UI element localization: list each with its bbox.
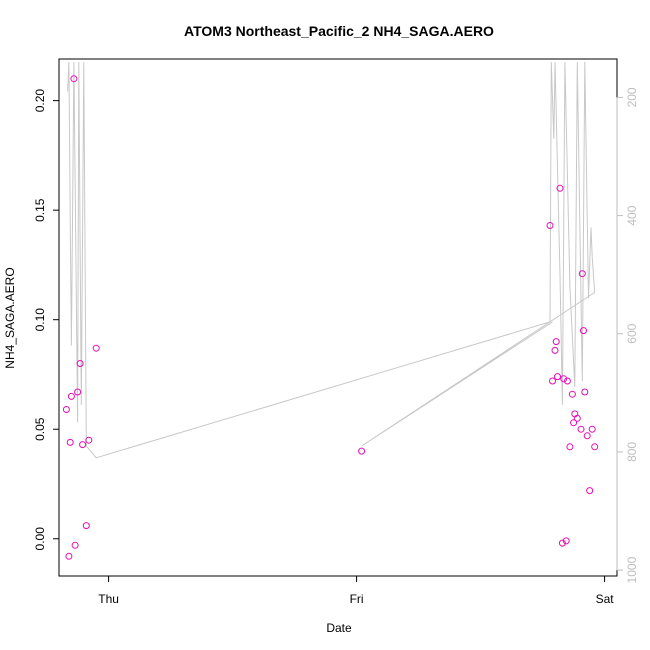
y-tick-label: 0.20 [33,89,47,113]
x-tick-label: Thu [98,592,119,606]
data-point [588,425,596,433]
data-point [556,184,564,192]
data-point [546,222,554,229]
x-axis: Thu Fri Sat [98,575,615,606]
y2-tick-label: 600 [625,323,639,343]
data-point [66,438,74,446]
y-axis: 0.00 0.05 0.10 0.15 0.20 [33,89,60,551]
data-point [71,541,79,549]
data-point [573,414,581,422]
data-point [76,360,84,367]
data-point [583,432,591,440]
data-point [70,75,78,83]
data-point [85,436,93,444]
y-tick-label: 0.10 [33,308,47,332]
y2-tick-label: 200 [625,87,639,107]
data-point [65,552,73,560]
data-point [551,346,559,354]
data-point [552,338,560,346]
y-axis-label: NH4_SAGA.AERO [3,267,17,368]
data-point [558,539,566,547]
data-points-group [62,75,599,560]
data-point [591,443,599,451]
data-point [62,406,70,413]
pressure-line-group [67,61,596,459]
y-tick-label: 0.15 [33,198,47,222]
data-point [581,388,589,396]
data-point [74,388,82,396]
x-tick-label: Sat [596,592,615,606]
data-point [358,447,366,455]
y2-tick-label: 1000 [625,556,639,583]
data-point [563,377,571,385]
data-point [562,537,570,545]
data-point [92,344,100,352]
data-point [67,392,75,400]
y-tick-label: 0.05 [33,417,47,441]
chart-title: ATOM3 Northeast_Pacific_2 NH4_SAGA.AERO [184,23,494,39]
y-tick-label: 0.00 [33,527,47,551]
data-point [549,377,556,385]
data-point [577,425,585,433]
data-point [570,419,578,427]
data-point [578,270,586,278]
data-point [79,441,87,449]
data-point [568,390,576,398]
secondary-y-axis: 200 400 600 800 1000 [616,87,639,583]
x-axis-label: Date [326,621,352,635]
data-point [566,443,574,451]
data-point [554,373,561,381]
data-point [580,327,587,335]
plot-frame [58,58,618,577]
pressure-line [67,61,596,459]
x-tick-label: Fri [350,592,364,606]
data-point [586,487,594,495]
data-point [560,375,568,383]
data-point [82,522,90,530]
y2-tick-label: 400 [625,205,639,225]
y2-tick-label: 800 [625,442,639,462]
